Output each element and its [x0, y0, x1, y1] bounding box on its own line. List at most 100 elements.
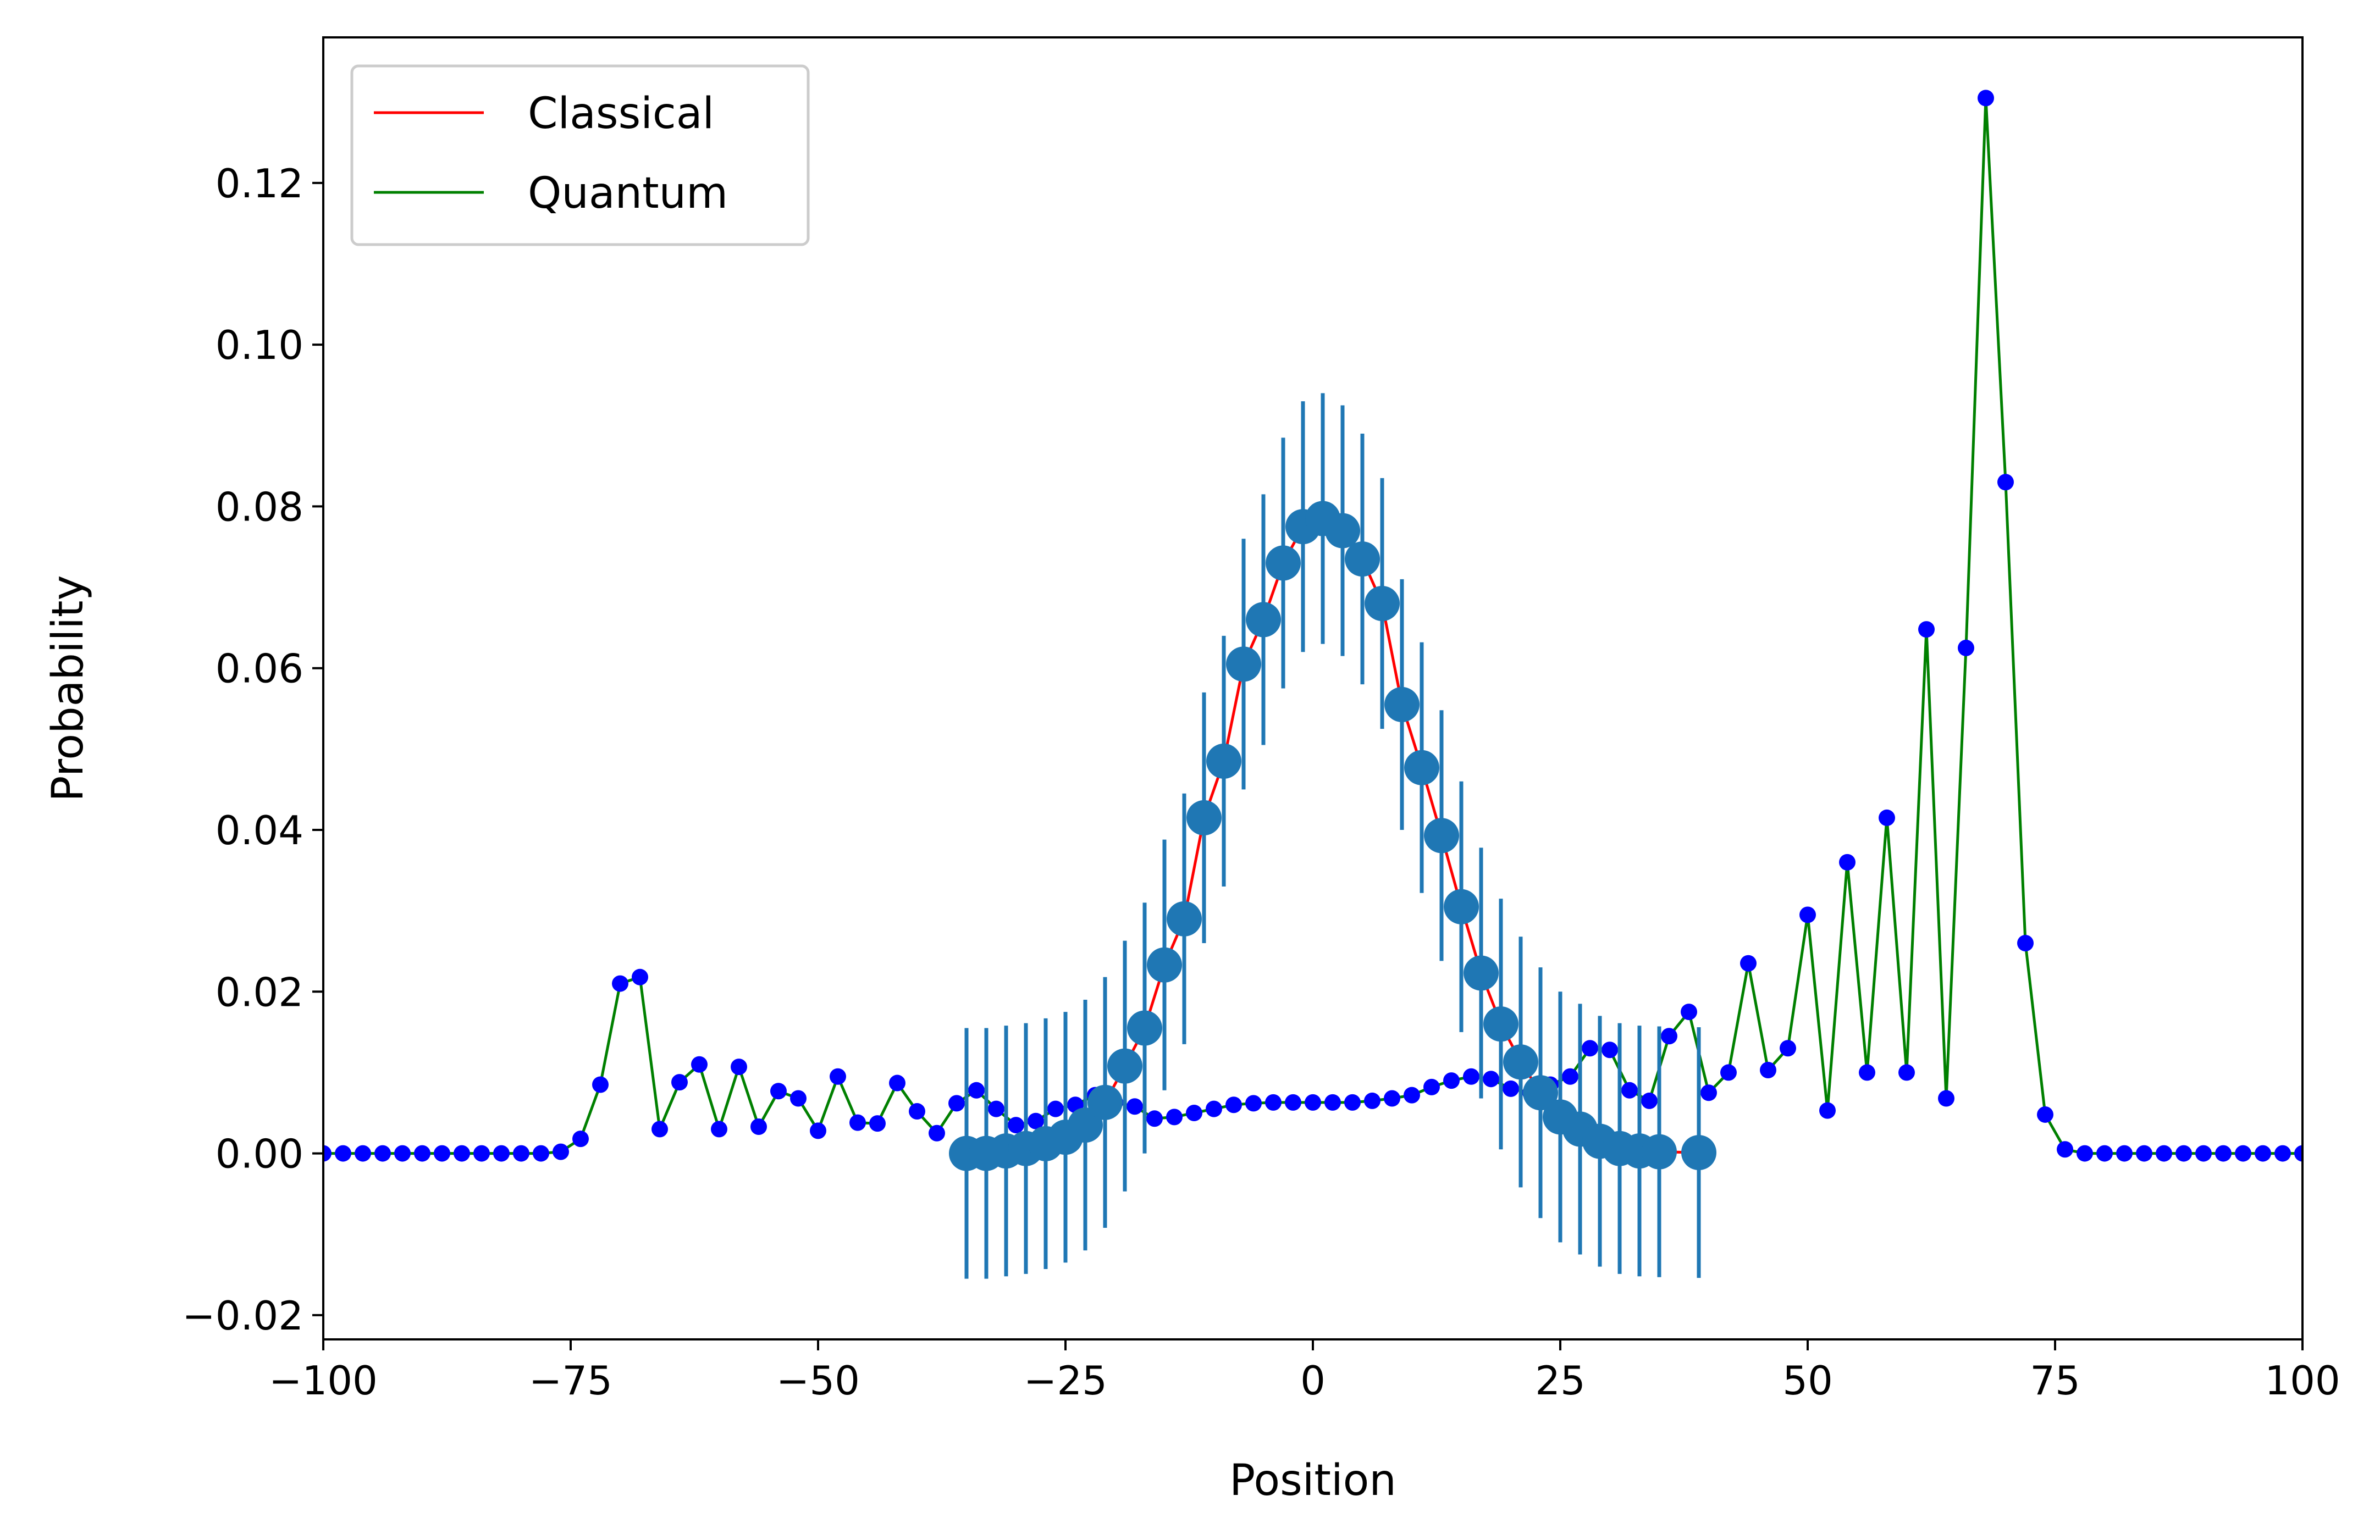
quantum-point	[355, 1145, 371, 1162]
quantum-point	[1404, 1087, 1420, 1104]
quantum-point	[1997, 474, 2014, 491]
quantum-point	[1384, 1090, 1400, 1107]
quantum-point	[632, 968, 648, 985]
quantum-point	[2136, 1145, 2152, 1162]
quantum-point	[1978, 90, 1994, 107]
quantum-point	[1918, 621, 1935, 638]
classical-point	[1127, 1010, 1162, 1046]
quantum-point	[2156, 1145, 2172, 1162]
quantum-point	[2255, 1145, 2271, 1162]
y-tick-label: 0.02	[216, 969, 303, 1015]
quantum-point	[1364, 1092, 1380, 1109]
classical-point	[1345, 541, 1380, 577]
quantum-point	[1324, 1094, 1341, 1111]
x-tick-label: 25	[1535, 1358, 1586, 1404]
quantum-point	[2195, 1145, 2212, 1162]
quantum-point	[1859, 1064, 1875, 1081]
classical-point	[1147, 947, 1182, 983]
quantum-point	[454, 1145, 470, 1162]
x-tick-label: 0	[1300, 1358, 1326, 1404]
quantum-point	[1146, 1110, 1163, 1127]
y-tick-label: 0.06	[216, 646, 303, 692]
quantum-point	[1443, 1072, 1460, 1089]
x-tick-label: −75	[529, 1358, 612, 1404]
classical-point	[1246, 602, 1281, 638]
y-axis-label: Probability	[43, 575, 93, 801]
quantum-point	[1819, 1102, 1836, 1119]
quantum-point	[394, 1145, 411, 1162]
quantum-point	[1760, 1062, 1776, 1079]
classical-point	[1523, 1075, 1558, 1111]
quantum-point	[2215, 1145, 2232, 1162]
quantum-point	[1582, 1040, 1598, 1057]
classical-point	[1186, 800, 1222, 835]
x-tick-label: −50	[776, 1358, 860, 1404]
quantum-point	[1681, 1004, 1697, 1021]
quantum-point	[1245, 1095, 1262, 1112]
y-tick-label: 0.00	[216, 1131, 303, 1177]
quantum-point	[1285, 1094, 1301, 1111]
quantum-point	[1740, 955, 1757, 972]
quantum-point	[1127, 1098, 1143, 1115]
quantum-point	[2037, 1106, 2053, 1123]
quantum-point	[691, 1056, 708, 1073]
quantum-point	[790, 1090, 807, 1107]
quantum-point	[1483, 1071, 1499, 1088]
classical-point	[1226, 646, 1261, 682]
classical-point	[1681, 1135, 1716, 1171]
classical-point	[1068, 1107, 1103, 1143]
quantum-point	[2175, 1145, 2192, 1162]
quantum-point	[1423, 1078, 1440, 1095]
quantum-point	[1186, 1105, 1202, 1121]
quantum-point	[830, 1068, 846, 1085]
quantum-point	[2017, 935, 2034, 951]
classical-point	[1503, 1044, 1538, 1080]
quantum-point	[810, 1122, 826, 1139]
quantum-point	[1225, 1096, 1242, 1114]
quantum-point	[1839, 854, 1856, 871]
quantum-point	[2116, 1145, 2133, 1162]
quantum-point	[2235, 1145, 2251, 1162]
quantum-point	[1602, 1042, 1618, 1059]
quantum-point	[750, 1118, 767, 1135]
quantum-point	[592, 1076, 609, 1093]
classical-point	[1087, 1084, 1123, 1120]
classical-point	[1107, 1048, 1142, 1084]
quantum-point	[671, 1074, 688, 1091]
quantum-point	[2096, 1145, 2113, 1162]
legend-label-classical: Classical	[528, 89, 714, 139]
x-tick-label: 75	[2030, 1358, 2080, 1404]
quantum-point	[651, 1121, 668, 1138]
quantum-point	[1661, 1028, 1677, 1045]
quantum-point	[1720, 1064, 1737, 1081]
classical-point	[1365, 586, 1400, 621]
quantum-point	[869, 1115, 886, 1132]
quantum-point	[493, 1145, 510, 1162]
quantum-point	[473, 1145, 490, 1162]
y-tick-label: 0.12	[216, 160, 303, 207]
quantum-point	[1028, 1112, 1044, 1129]
quantum-point	[1344, 1094, 1361, 1111]
classical-point	[1444, 889, 1479, 924]
x-tick-label: 100	[2265, 1358, 2340, 1404]
quantum-point	[968, 1082, 985, 1099]
x-tick-label: −25	[1024, 1358, 1107, 1404]
classical-point	[1384, 686, 1420, 722]
quantum-point	[711, 1121, 727, 1138]
quantum-point	[1166, 1109, 1183, 1126]
quantum-point	[1780, 1040, 1796, 1057]
quantum-point	[1938, 1090, 1954, 1107]
classical-point	[1464, 955, 1499, 991]
quantum-point	[1562, 1068, 1578, 1085]
y-tick-label: −0.02	[182, 1293, 303, 1339]
classical-point	[1404, 750, 1439, 785]
quantum-point	[323, 1145, 332, 1162]
quantum-point	[929, 1124, 945, 1142]
axes-layer: −100 −75 −50 −25 0 25 50 75 100 −0.02 0.00 0.02 0.04…	[182, 36, 2340, 1404]
quantum-point	[374, 1145, 391, 1162]
x-tick-label: 50	[1782, 1358, 1833, 1404]
legend: Classical Quantum	[350, 64, 810, 246]
quantum-point	[1958, 639, 1974, 656]
quantum-point	[1621, 1082, 1638, 1099]
